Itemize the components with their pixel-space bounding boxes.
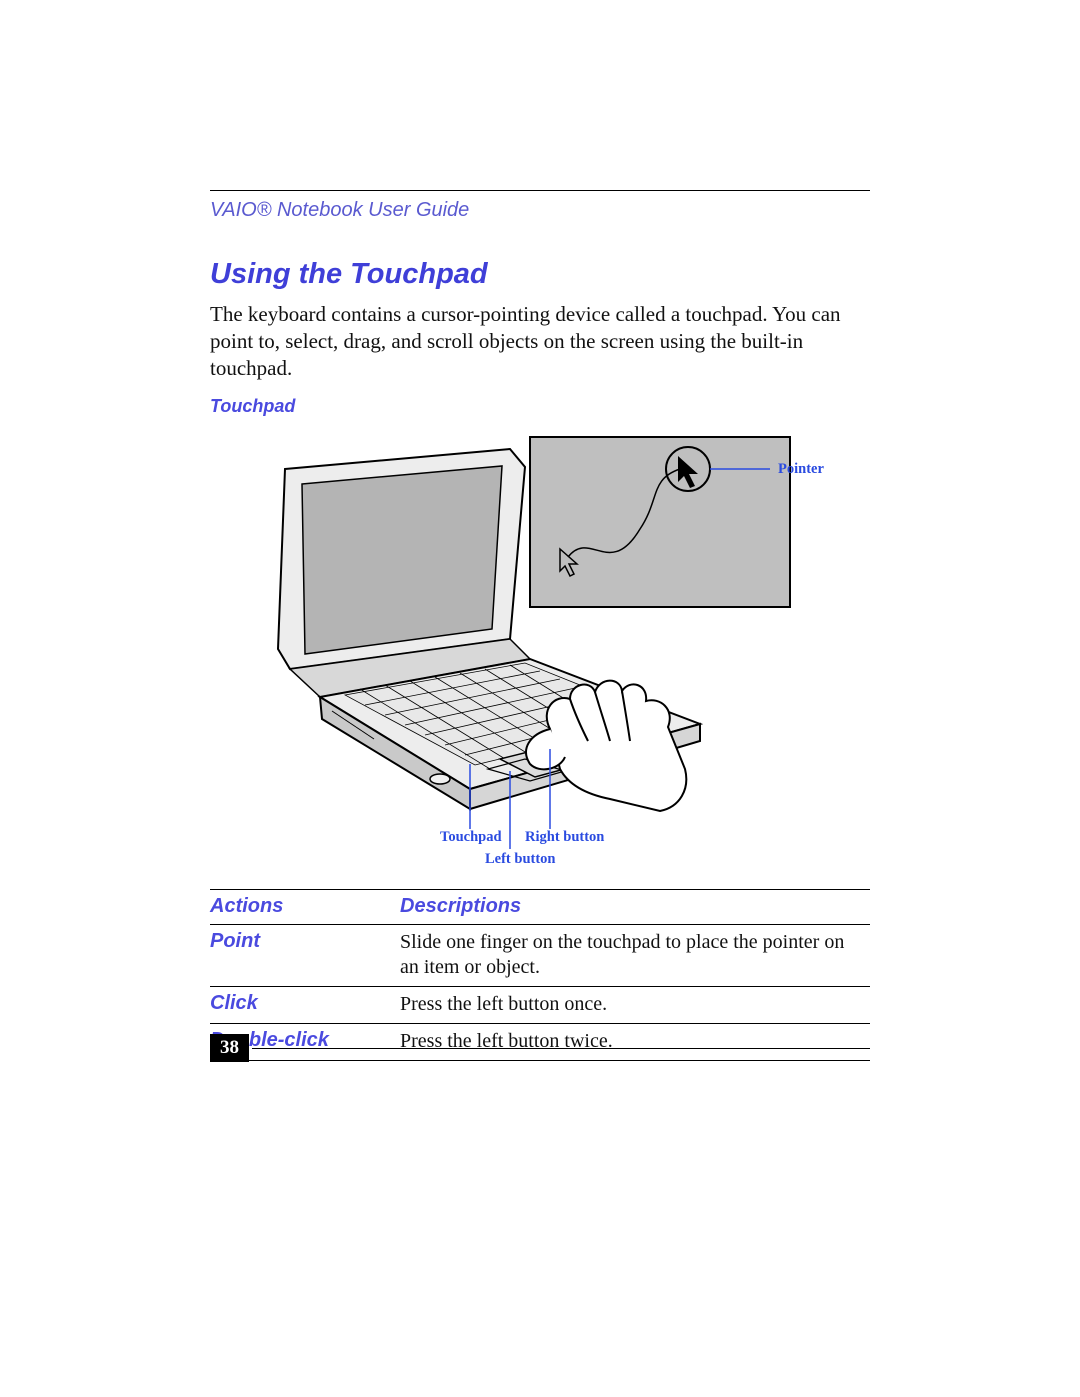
action-description: Press the left button once. [400,986,870,1023]
table-header-row: Actions Descriptions [210,889,870,924]
action-label: Click [210,986,400,1023]
running-header: VAIO® Notebook User Guide [210,199,870,222]
page-footer: 38 [210,1034,870,1062]
intro-paragraph: The keyboard contains a cursor-pointing … [210,301,870,382]
footer-rule [252,1048,870,1049]
callout-pointer: Pointer [778,461,824,478]
action-label: Point [210,924,400,986]
figure-caption: Touchpad [210,396,870,417]
callout-touchpad: Touchpad [440,829,502,846]
laptop-illustration [210,429,870,849]
page-number: 38 [210,1034,249,1062]
callout-right-button: Right button [525,829,604,846]
touchpad-figure: Pointer Touchpad Right button Left butto… [210,429,870,849]
action-description: Slide one finger on the touchpad to plac… [400,924,870,986]
header-rule [210,190,870,191]
page-title: Using the Touchpad [210,258,870,291]
callout-left-button: Left button [485,851,556,868]
col-header-descriptions: Descriptions [400,889,870,924]
table-row: Point Slide one finger on the touchpad t… [210,924,870,986]
page-content: VAIO® Notebook User Guide Using the Touc… [210,190,870,1061]
col-header-actions: Actions [210,889,400,924]
table-row: Click Press the left button once. [210,986,870,1023]
